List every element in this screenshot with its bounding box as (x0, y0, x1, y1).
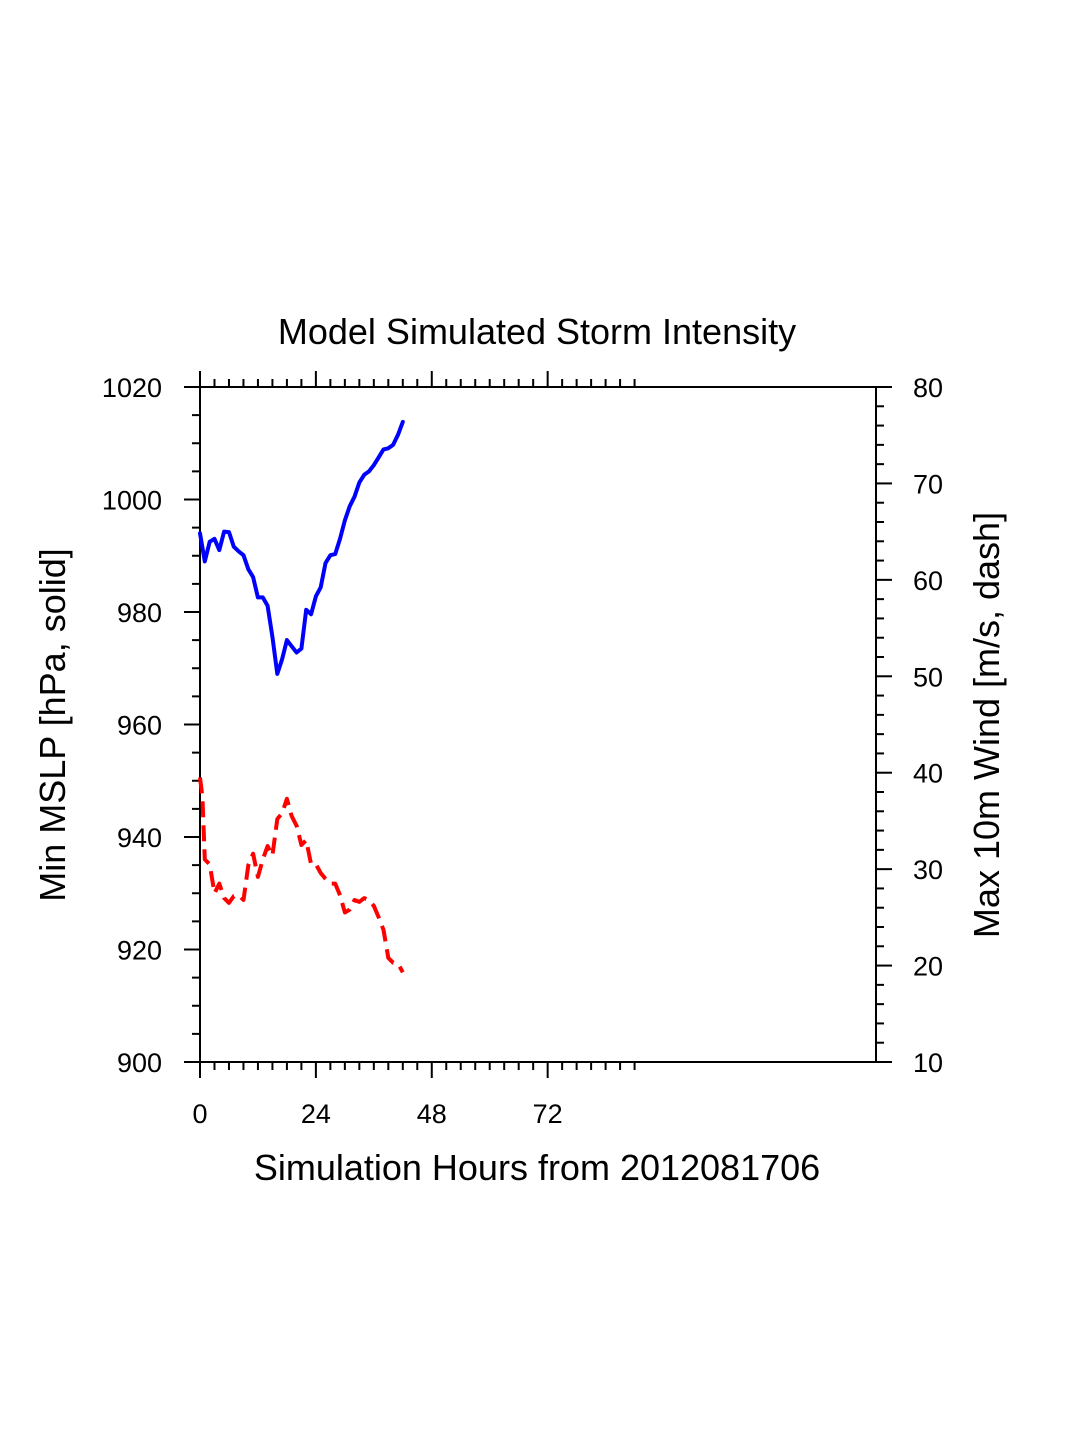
axis-tick-labels: 0 24 48 72900920940960980100010201020304050… (102, 373, 943, 1129)
axis-ticks (184, 371, 892, 1078)
y-right-tick-label: 40 (913, 759, 943, 789)
y-left-tick-label: 1000 (102, 486, 162, 516)
y-axis-label-right: Max 10m Wind [m/s, dash] (966, 512, 1007, 938)
wind-series-line (198, 777, 405, 974)
chart-title: Model Simulated Storm Intensity (278, 311, 796, 352)
y-left-tick-label: 940 (117, 823, 162, 853)
y-left-tick-label: 960 (117, 711, 162, 741)
x-axis-label: Simulation Hours from 2012081706 (254, 1147, 820, 1188)
x-tick-label: 72 (533, 1099, 563, 1129)
y-left-tick-label: 1020 (102, 373, 162, 403)
y-right-tick-label: 20 (913, 952, 943, 982)
y-left-tick-label: 920 (117, 936, 162, 966)
y-left-tick-label: 980 (117, 598, 162, 628)
mslp-series-line (198, 419, 405, 676)
y-right-tick-label: 60 (913, 566, 943, 596)
y-right-tick-label: 70 (913, 469, 943, 499)
y-right-tick-label: 80 (913, 373, 943, 403)
x-tick-label: 48 (417, 1099, 447, 1129)
y-right-tick-label: 30 (913, 855, 943, 885)
x-tick-label: 24 (301, 1099, 331, 1129)
y-axis-label-left: Min MSLP [hPa, solid] (32, 548, 73, 902)
x-tick-label: 0 (192, 1099, 207, 1129)
y-right-tick-label: 50 (913, 662, 943, 692)
y-left-tick-label: 900 (117, 1048, 162, 1078)
series-layer (198, 419, 405, 974)
y-right-tick-label: 10 (913, 1048, 943, 1078)
